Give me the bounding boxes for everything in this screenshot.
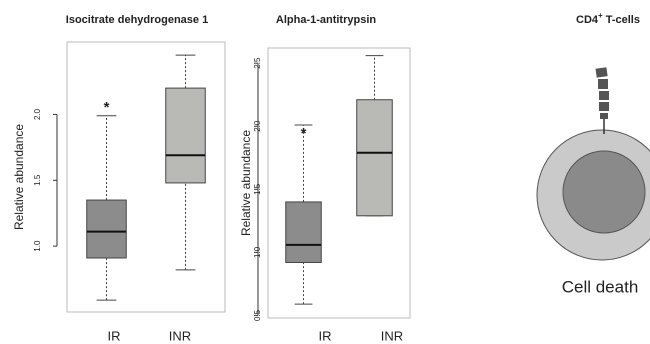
annotation: * [104,99,110,116]
x-tick-label: IR [108,328,121,343]
y-tick-label: 1.0 [33,240,42,252]
title-main: CD4 [576,14,599,26]
chart-title: Isocitrate dehydrogenase 1 [66,14,208,26]
x-tick-label: INR [381,328,403,343]
box [356,99,393,217]
y-tick-label: 2.5 [253,57,262,69]
title-rest: T-cells [603,14,640,26]
y-tick-label: 1.0 [253,246,262,258]
y-tick-label: 0.5 [253,309,262,321]
x-tick-label: IR [319,328,332,343]
annotation: * [301,125,307,142]
plot-frame [66,41,226,313]
y-tick-label: 1.5 [33,174,42,186]
y-tick-label: 2.0 [33,108,42,120]
x-tick-label: INR [169,328,191,343]
diagram-label: Cell death [562,277,639,296]
y-axis-label: Relative abundance [12,124,26,230]
box [165,87,206,184]
box [86,199,127,259]
receptor [595,67,609,134]
chart-title: Alpha-1-antitrypsin [276,14,377,26]
nucleus [562,150,646,234]
title-sup: + [598,11,603,20]
y-tick-label: 2.0 [253,120,262,132]
plot-frame [267,47,411,319]
y-tick-label: 1.5 [253,183,262,195]
diagram-title: CD4+ T-cells [576,11,640,26]
box [285,201,322,263]
y-axis-label: Relative abundance [239,130,253,236]
